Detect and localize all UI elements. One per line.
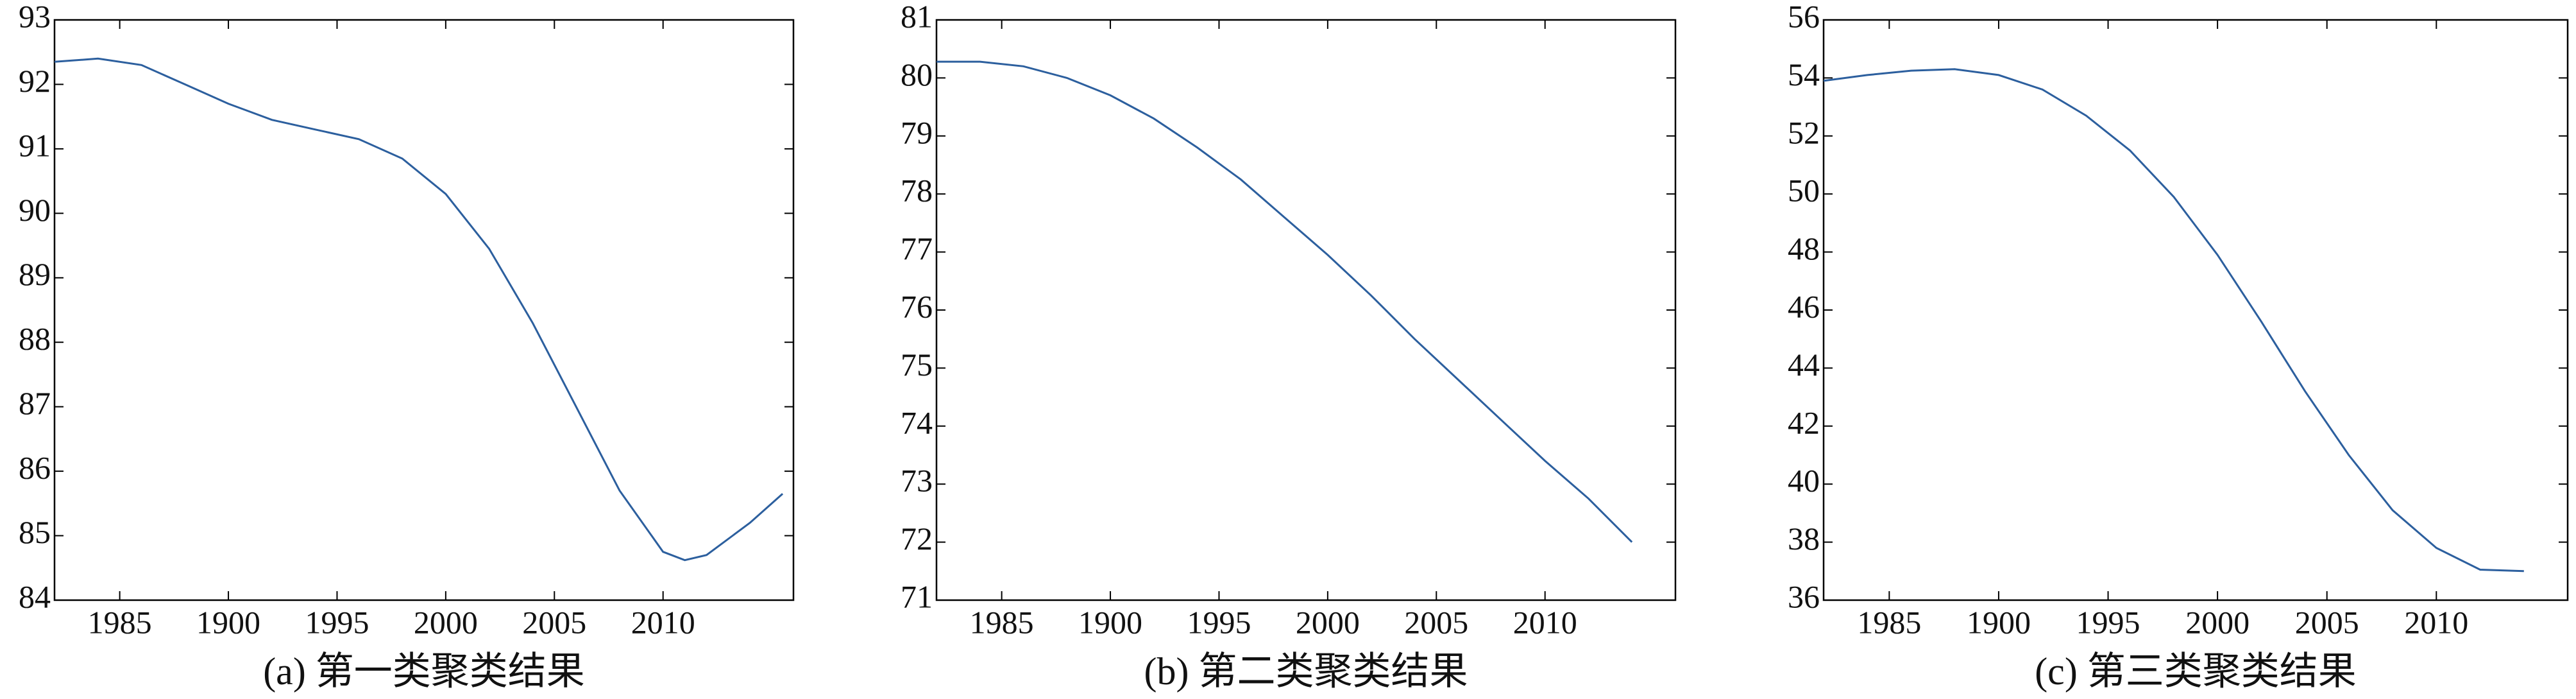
x-tick-label: 1985: [970, 604, 1034, 640]
x-tick-label: 1900: [1078, 604, 1142, 640]
x-tick-label: 1985: [1857, 604, 1921, 640]
y-tick-label: 90: [19, 192, 51, 228]
y-tick-label: 92: [19, 63, 51, 99]
x-tick-label: 2005: [2295, 604, 2359, 640]
y-tick-label: 71: [901, 578, 933, 614]
y-tick-label: 48: [1788, 230, 1820, 266]
x-tick-label: 1995: [2076, 604, 2140, 640]
y-tick-label: 40: [1788, 463, 1820, 499]
y-tick-label: 86: [19, 450, 51, 486]
data-line: [936, 60, 1633, 543]
y-tick-label: 74: [901, 404, 933, 440]
y-tick-label: 38: [1788, 521, 1820, 557]
y-tick-label: 46: [1788, 288, 1820, 324]
y-tick-label: 88: [19, 321, 51, 357]
y-tick-label: 73: [901, 463, 933, 499]
x-tick-label: 1995: [1187, 604, 1251, 640]
chart-caption: (a) 第一类聚类结果: [263, 650, 585, 693]
y-tick-label: 89: [19, 256, 51, 292]
x-tick-label: 2010: [2404, 604, 2468, 640]
y-tick-label: 56: [1788, 0, 1820, 34]
y-tick-label: 84: [19, 578, 51, 614]
plot-frame: [53, 19, 795, 601]
y-tick-label: 87: [19, 385, 51, 421]
y-tick-label: 72: [901, 521, 933, 557]
x-tick-label: 2000: [2185, 604, 2250, 640]
y-tick-label: 81: [901, 0, 933, 34]
x-tick-label: 2010: [1513, 604, 1577, 640]
y-tick-label: 91: [19, 127, 51, 163]
chart-panel: 36 38 40 42 44 46 48 50 52 54 56 1985 1900 1995 2000 20…: [1788, 0, 2569, 693]
y-tick-label: 50: [1788, 173, 1820, 209]
plot-frame: [935, 19, 1677, 601]
chart-caption: (b) 第二类聚类结果: [1144, 650, 1468, 693]
data-line: [1823, 68, 2524, 573]
x-tick-label: 2005: [1404, 604, 1468, 640]
y-tick-label: 76: [901, 288, 933, 324]
x-tick-label: 1900: [196, 604, 260, 640]
chart-caption: (c) 第三类聚类结果: [2035, 650, 2357, 693]
data-line: [54, 57, 784, 562]
y-tick-label: 93: [19, 0, 51, 34]
x-tick-label: 2005: [522, 604, 586, 640]
x-tick-label: 1985: [88, 604, 152, 640]
y-tick-label: 75: [901, 347, 933, 383]
y-tick-label: 54: [1788, 56, 1820, 92]
y-tick-label: 85: [19, 514, 51, 550]
chart-panel: 84 85 86 87 88 89 90 91 92 93 1985 1900 1995 2000 2005…: [19, 0, 795, 693]
y-tick-label: 79: [901, 114, 933, 150]
x-tick-label: 1995: [305, 604, 369, 640]
y-tick-label: 78: [901, 173, 933, 209]
plot-frame: [1822, 19, 2569, 601]
x-tick-label: 2000: [1296, 604, 1360, 640]
y-tick-label: 80: [901, 56, 933, 92]
y-tick-label: 42: [1788, 404, 1820, 440]
chart-panel: 71 72 73 74 75 76 77 78 79 80 81 1985 1900 1995 2000 20…: [901, 0, 1677, 693]
x-tick-label: 2010: [631, 604, 695, 640]
y-tick-label: 52: [1788, 114, 1820, 150]
x-tick-label: 2000: [414, 604, 478, 640]
x-tick-label: 1900: [1967, 604, 2031, 640]
y-tick-label: 77: [901, 230, 933, 266]
y-tick-label: 36: [1788, 578, 1820, 614]
y-tick-label: 44: [1788, 347, 1820, 383]
